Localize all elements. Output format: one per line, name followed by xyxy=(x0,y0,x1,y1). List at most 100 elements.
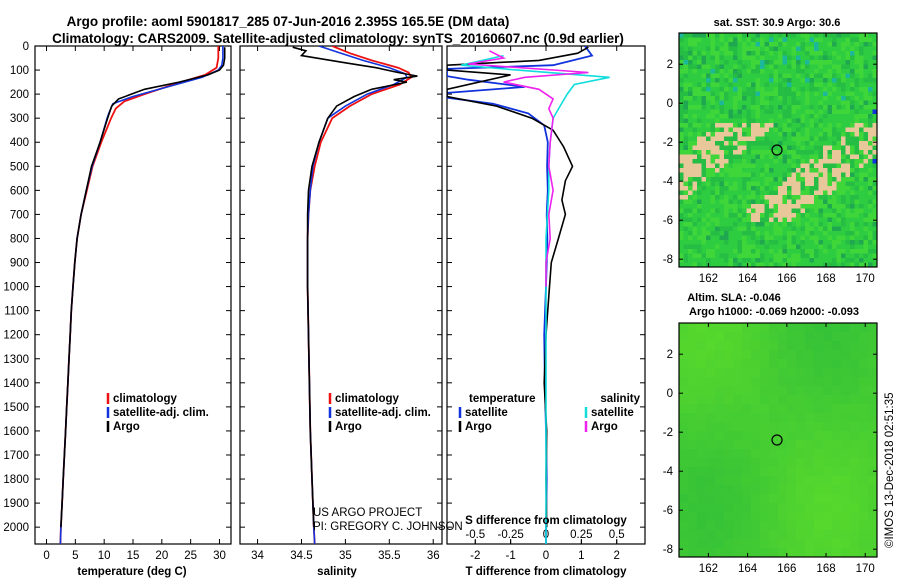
map-cell xyxy=(809,240,815,245)
map-cell xyxy=(872,190,878,196)
map-cell xyxy=(796,235,801,241)
map-cell xyxy=(719,163,725,169)
map-cell xyxy=(800,46,806,52)
map-cell xyxy=(854,136,860,142)
map-cell xyxy=(715,217,720,223)
map-cell xyxy=(859,548,869,558)
map-cell xyxy=(719,172,725,178)
map-cell xyxy=(692,105,698,110)
map-cell xyxy=(733,217,738,223)
map-cell xyxy=(688,404,698,414)
salinity-plot-frame xyxy=(239,45,443,545)
map-cell xyxy=(796,240,801,245)
map-cell xyxy=(764,55,770,61)
map-cell xyxy=(764,78,770,83)
map-cell xyxy=(791,262,797,268)
map-cell xyxy=(796,395,806,405)
map-cell xyxy=(845,181,851,187)
map-cell xyxy=(805,213,810,218)
map-cell xyxy=(742,262,747,268)
map-cell xyxy=(841,467,851,477)
map-cell xyxy=(850,521,860,531)
map-cell xyxy=(751,73,756,79)
map-cell xyxy=(706,51,711,56)
series-line-climatology xyxy=(306,46,413,544)
map-cell xyxy=(764,96,770,101)
map-cell xyxy=(710,82,716,88)
map-cell xyxy=(728,51,734,56)
map-cell xyxy=(760,467,770,477)
map-cell xyxy=(818,91,824,97)
map-cell xyxy=(724,204,729,209)
map-cell xyxy=(701,244,707,250)
map-cell xyxy=(854,33,860,38)
map-cell xyxy=(706,485,716,495)
map-cell xyxy=(724,512,734,522)
map-cell xyxy=(868,208,873,214)
map-cell xyxy=(787,377,797,387)
map-cell xyxy=(701,105,707,110)
map-cell xyxy=(764,37,770,43)
map-cell xyxy=(850,78,855,83)
legend-s-argo-label: Argo xyxy=(591,421,618,433)
map-cell xyxy=(733,96,738,101)
map-cell xyxy=(688,235,693,241)
map-cell xyxy=(701,60,707,65)
map-cell xyxy=(733,368,743,378)
map-cell xyxy=(814,262,819,268)
map-cell xyxy=(791,33,797,38)
map-cell xyxy=(683,73,689,79)
map-cell xyxy=(746,136,752,142)
map-cell xyxy=(872,195,878,200)
map-cell xyxy=(872,154,878,160)
map-cell xyxy=(832,249,837,254)
map-cell xyxy=(859,96,864,101)
map-cell xyxy=(841,118,846,124)
map-cell xyxy=(814,253,819,259)
map-cell xyxy=(827,42,833,47)
map-cell xyxy=(692,181,698,187)
map-cell xyxy=(805,226,810,232)
map-cell xyxy=(719,154,725,160)
map-cell xyxy=(841,51,846,56)
map-cell xyxy=(728,127,734,133)
map-cell xyxy=(706,118,711,124)
map-cell xyxy=(737,132,743,137)
map-cell xyxy=(760,240,765,245)
map-cell xyxy=(728,163,734,169)
map-cell xyxy=(746,226,752,232)
map-cell xyxy=(800,244,806,250)
map-cell xyxy=(679,190,684,196)
map-cell xyxy=(697,458,707,468)
map-cell xyxy=(845,60,851,65)
map-cell xyxy=(868,235,873,241)
map-cell xyxy=(832,105,837,110)
sst-map-field xyxy=(679,33,878,268)
map-cell xyxy=(742,240,747,245)
map-cell xyxy=(724,186,729,191)
map-cell xyxy=(800,114,806,119)
depth-tick-label: 1000 xyxy=(3,282,29,294)
map-cell xyxy=(760,413,770,423)
map-cell xyxy=(737,55,743,61)
map-cell xyxy=(859,190,864,196)
map-cell xyxy=(715,413,725,423)
map-cell xyxy=(818,145,824,151)
map-cell xyxy=(742,231,747,236)
map-cell xyxy=(769,235,774,241)
map-cell xyxy=(733,485,743,495)
map-cell xyxy=(764,33,770,38)
map-cell xyxy=(764,159,770,164)
map-cell xyxy=(706,377,716,387)
map-cell xyxy=(724,530,734,540)
map-cell xyxy=(805,485,815,495)
map-cell xyxy=(850,186,855,191)
map-cell xyxy=(814,449,824,459)
map-cell xyxy=(809,181,815,187)
map-cell xyxy=(859,431,869,441)
map-cell xyxy=(683,127,689,133)
map-cell xyxy=(688,395,698,405)
map-cell xyxy=(778,118,783,124)
map-cell xyxy=(742,78,747,83)
map-cell xyxy=(697,33,702,38)
